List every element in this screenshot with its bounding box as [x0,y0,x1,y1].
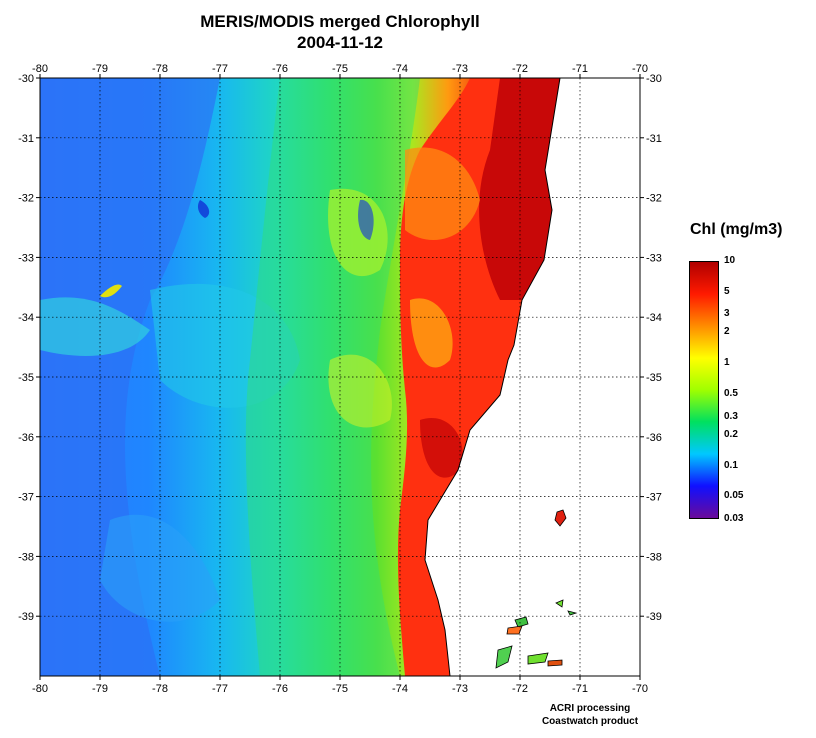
lon-tick-label-top: -73 [452,63,468,75]
lat-tick-label-right: -36 [646,432,662,444]
grid-lines [40,78,640,676]
colorbar-label: 0.05 [724,490,744,502]
lon-tick-label-bottom: -76 [272,683,288,695]
colorbar-label: 0.03 [724,513,744,524]
lat-tick-label-right: -35 [646,372,662,384]
credit-processing: ACRI processing [549,703,631,714]
colorbar-label: 0.3 [724,410,738,422]
lon-tick-label-bottom: -73 [452,683,468,695]
lat-tick-label-right: -34 [646,312,662,324]
lon-tick-label-bottom: -71 [572,683,588,695]
lat-tick-label-right: -33 [646,252,662,264]
lon-tick-label-top: -74 [392,63,408,75]
legend-title: Chl (mg/m3) [690,221,783,238]
lon-tick-label-top: -71 [572,63,588,75]
lat-tick-label-left: -36 [18,432,34,444]
lat-tick-label-left: -34 [18,312,34,324]
lon-tick-label-bottom: -75 [332,683,348,695]
lat-tick-label-right: -39 [646,611,662,623]
coastline [424,77,561,677]
lon-tick-label-top: -77 [212,63,228,75]
lon-tick-label-bottom: -80 [32,683,48,695]
map-title: MERIS/MODIS merged Chlorophyll [200,12,480,31]
lat-tick-label-right: -38 [646,551,662,563]
colorbar-label: 0.1 [724,459,738,471]
lon-tick-label-top: -79 [92,63,108,75]
lat-tick-label-left: -31 [18,133,34,145]
lat-tick-label-left: -38 [18,551,34,563]
lon-tick-label-bottom: -77 [212,683,228,695]
lon-tick-label-bottom: -79 [92,683,108,695]
inland-water-bodies [495,509,578,669]
colorbar-label: 10 [724,255,736,266]
lat-tick-label-left: -32 [18,193,34,205]
lat-tick-label-left: -33 [18,252,34,264]
tick-marks [36,74,644,680]
lat-tick-label-right: -31 [646,133,662,145]
tick-labels: -80 -80 -79 -79 -78 -78 -77 -77 -76 -76 -75 -75 -74 -… [18,63,662,695]
lon-tick-label-top: -80 [32,63,48,75]
lon-tick-label-top: -75 [332,63,348,75]
colorbar [689,261,719,519]
lat-tick-label-right: -37 [646,492,662,504]
lon-tick-label-bottom: -74 [392,683,408,695]
colorbar-label: 0.2 [724,428,738,440]
colorbar-label: 5 [724,285,730,297]
colorbar-label: 1 [724,357,730,369]
lon-tick-label-top: -78 [152,63,168,75]
lat-tick-label-right: -30 [646,73,662,85]
lon-tick-label-top: -76 [272,63,288,75]
lat-tick-label-left: -37 [18,492,34,504]
lat-tick-label-right: -32 [646,193,662,205]
lon-tick-label-bottom: -70 [632,683,648,695]
lat-tick-label-left: -30 [18,73,34,85]
lat-tick-label-left: -35 [18,372,34,384]
lon-tick-label-top: -72 [512,63,528,75]
lat-tick-label-left: -39 [18,611,34,623]
colorbar-label: 0.5 [724,388,738,400]
map-date: 2004-11-12 [296,33,384,52]
lon-tick-label-bottom: -72 [512,683,528,695]
colorbar-label: 3 [724,308,730,320]
credit-product: Coastwatch product [541,716,639,727]
lon-tick-label-bottom: -78 [152,683,168,695]
colorbar-label: 2 [724,326,730,338]
lon-tick-label-top: -70 [632,63,648,75]
